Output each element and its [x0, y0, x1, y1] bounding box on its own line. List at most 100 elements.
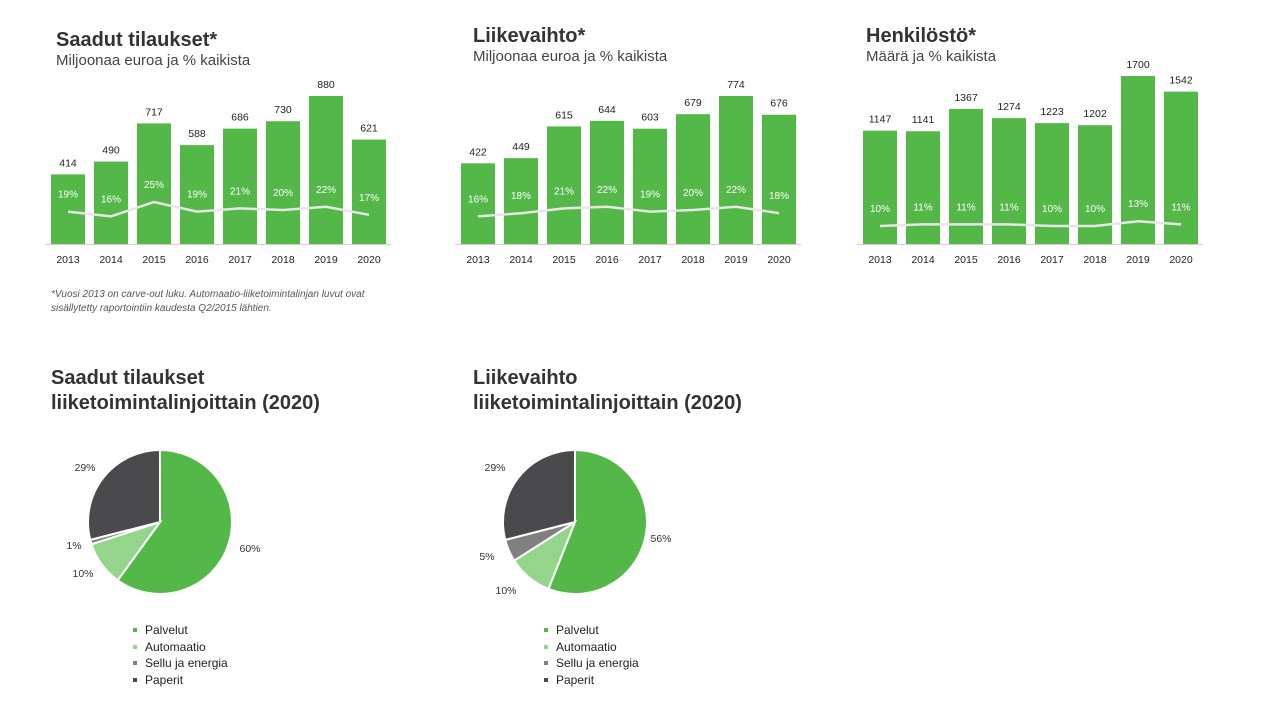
share-label: 16%	[101, 194, 121, 205]
x-tick-label: 2014	[99, 254, 123, 266]
legend-label: Palvelut	[556, 623, 599, 638]
orders-pie-chart: 60% 10% 1% 29%	[66, 448, 261, 595]
legend-item: Automaatio	[544, 639, 639, 656]
bar	[223, 128, 257, 244]
revenue-pie-title: Liikevaihto liiketoimintalinjoittain (20…	[473, 366, 742, 416]
value-label: 1700	[1126, 59, 1150, 71]
chart-title: Saadut tilaukset*	[56, 29, 218, 51]
share-label: 21%	[230, 186, 250, 197]
legend-swatch	[544, 644, 548, 649]
pie-slice	[502, 448, 576, 542]
share-label: 11%	[913, 202, 932, 213]
x-tick-label: 2020	[1169, 254, 1193, 266]
legend-item: Sellu ja energia	[133, 655, 228, 672]
pie-title-line: Saadut tilaukset	[51, 367, 205, 389]
personnel-chart: Henkilöstö* Määrä ja % kaikista	[866, 24, 996, 66]
x-tick-label: 2017	[1040, 254, 1064, 266]
legend-label: Palvelut	[145, 623, 188, 638]
bar	[504, 158, 538, 244]
bar	[51, 174, 85, 244]
x-tick-label: 2019	[724, 254, 748, 266]
x-tick-label: 2013	[868, 254, 892, 266]
bar	[461, 163, 495, 244]
share-label: 11%	[999, 202, 1018, 213]
orders-bar-chart: 414 2013 490 2014 717 2015 588 2016 686 2017 730 20…	[45, 79, 391, 266]
x-tick-label: 2017	[638, 254, 662, 266]
value-label: 422	[469, 146, 487, 158]
pie-title-line: Liikevaihto	[473, 367, 578, 389]
x-tick-label: 2016	[997, 254, 1021, 266]
share-label: 13%	[1128, 199, 1148, 210]
share-label: 19%	[58, 190, 78, 201]
slice-label: 1%	[66, 540, 81, 552]
share-label: 10%	[1085, 204, 1105, 215]
legend-swatch	[133, 661, 137, 666]
x-tick-label: 2015	[552, 254, 576, 266]
value-label: 621	[360, 123, 378, 135]
share-line	[879, 219, 1182, 228]
share-label: 11%	[1171, 202, 1190, 213]
bar	[719, 96, 753, 244]
x-tick-label: 2013	[466, 254, 490, 266]
slice-label: 56%	[650, 533, 671, 545]
share-label: 25%	[144, 180, 164, 191]
value-label: 1141	[912, 114, 935, 126]
bar	[1121, 76, 1155, 244]
bar	[762, 114, 796, 244]
value-label: 449	[512, 141, 530, 153]
share-label: 21%	[554, 186, 574, 197]
share-label: 19%	[187, 190, 207, 201]
x-tick-label: 2013	[56, 254, 80, 266]
bar	[352, 139, 386, 244]
x-tick-label: 2016	[185, 254, 209, 266]
value-label: 1367	[954, 92, 978, 104]
orders-pie-legend: Palvelut Automaatio Sellu ja energia Paperi…	[133, 622, 228, 688]
bar	[266, 121, 300, 244]
bar	[309, 96, 343, 244]
value-label: 615	[555, 109, 573, 121]
bar	[1035, 123, 1069, 244]
legend-item: Palvelut	[544, 622, 639, 639]
personnel-bar-chart: 1147 2013 1141 2014 1367 2015 1274 2016 1223 2017…	[857, 59, 1203, 266]
share-label: 22%	[726, 185, 746, 196]
pie-slice	[116, 448, 233, 595]
pie-slice	[547, 448, 648, 595]
pie-slice	[87, 448, 161, 542]
bar	[180, 145, 214, 244]
x-tick-label: 2018	[271, 254, 295, 266]
share-line	[67, 200, 370, 218]
legend-item: Automaatio	[133, 639, 228, 656]
orders-pie-title: Saadut tilaukset liiketoimintalinjoittai…	[51, 366, 320, 416]
footnote: *Vuosi 2013 on carve-out luku. Automaati…	[51, 289, 365, 314]
legend-label: Sellu ja energia	[145, 656, 228, 671]
revenue-pie-chart: 56% 10% 5% 29%	[479, 448, 672, 597]
legend-swatch	[544, 661, 548, 666]
value-label: 1147	[869, 114, 892, 126]
legend-item: Palvelut	[133, 622, 228, 639]
value-label: 1223	[1040, 106, 1064, 118]
legend-swatch	[133, 677, 137, 682]
slice-label: 5%	[479, 551, 494, 563]
x-tick-label: 2015	[142, 254, 166, 266]
bar	[949, 108, 983, 244]
legend-label: Paperit	[145, 672, 184, 687]
value-label: 730	[274, 104, 292, 116]
revenue-chart: Liikevaihto* Miljoonaa euroa ja % kaikis…	[473, 24, 667, 66]
bar	[676, 114, 710, 244]
legend-label: Automaatio	[145, 639, 206, 654]
bar	[863, 130, 897, 244]
chart-title: Liikevaihto*	[473, 25, 586, 47]
bar	[992, 118, 1026, 244]
chart-subtitle: Miljoonaa euroa ja % kaikista	[56, 52, 251, 69]
revenue-pie-legend: Palvelut Automaatio Sellu ja energia Paperi…	[544, 622, 639, 688]
bar	[906, 131, 940, 244]
x-tick-label: 2020	[357, 254, 381, 266]
share-label: 20%	[273, 188, 293, 199]
share-label: 10%	[870, 204, 890, 215]
x-tick-label: 2014	[509, 254, 533, 266]
slice-label: 10%	[72, 568, 93, 580]
x-tick-label: 2018	[681, 254, 705, 266]
share-label: 20%	[683, 188, 703, 199]
value-label: 588	[188, 128, 206, 140]
value-label: 717	[145, 106, 163, 118]
